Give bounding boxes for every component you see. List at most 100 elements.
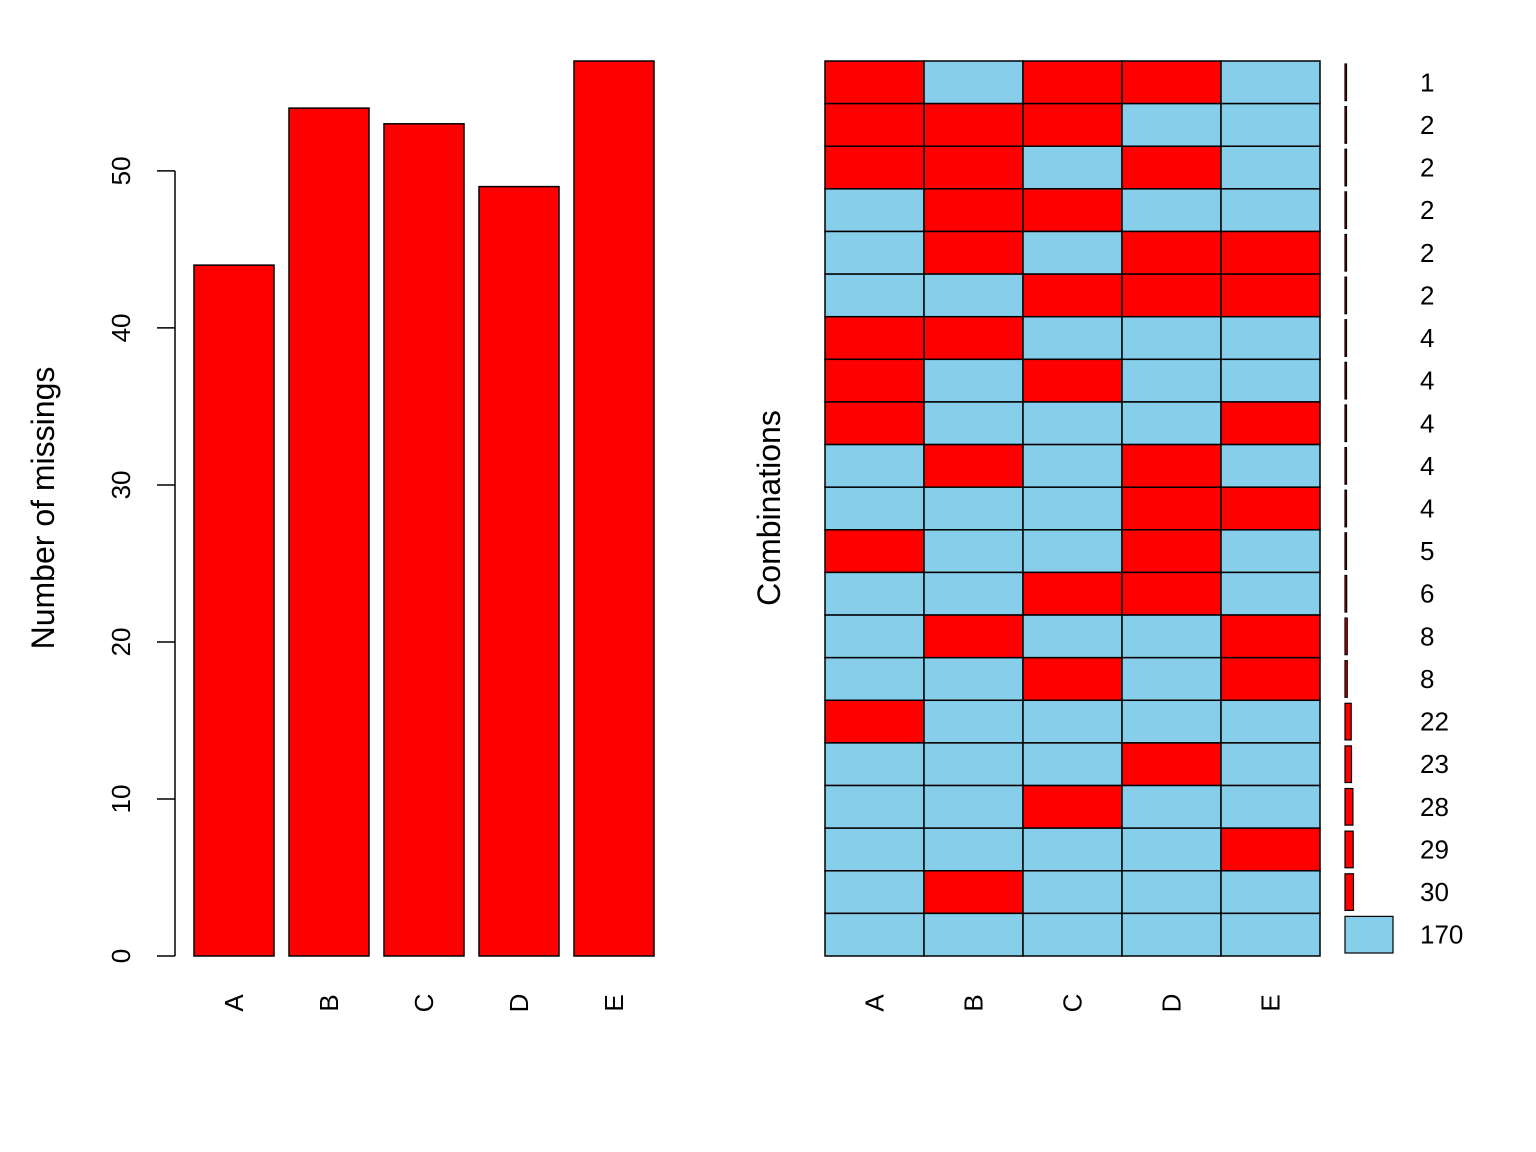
combination-cell [923,188,1024,233]
combination-count-label: 4 [1420,366,1434,396]
combination-cell [1121,912,1222,957]
combination-cell [1220,912,1321,957]
combination-cell [1022,443,1123,488]
bar-A [193,264,275,957]
combination-cell [923,699,1024,744]
combination-cell [1220,102,1321,147]
combination-cell [923,529,1024,574]
combination-cell [1022,315,1123,361]
combination-cell [923,230,1024,275]
combination-x-label: B [959,994,989,1011]
combination-cell [1220,614,1321,659]
combination-cell [824,230,925,275]
combination-x-label: D [1157,994,1187,1013]
combination-count-bar [1344,873,1355,911]
combination-cell [1022,145,1123,190]
bar-C [383,123,465,957]
combination-cell [1220,401,1321,446]
combination-cell [1022,60,1123,105]
combination-count-label: 4 [1420,408,1434,438]
combination-count-label: 23 [1420,749,1449,779]
combination-cell [1220,230,1321,275]
bar-x-label: E [599,994,629,1011]
bar-D [478,185,560,957]
combination-cell [923,827,1024,872]
combination-cell [824,571,925,616]
combination-cell [1121,656,1222,702]
bar-y-tick-label: 0 [106,949,136,963]
combination-cell [824,784,925,829]
combination-cell [824,827,925,872]
bar-x-label: B [314,994,344,1011]
combination-cell [923,742,1024,787]
combinations-y-axis-label: Combinations [751,410,787,606]
combination-cell [824,529,925,574]
combination-cell [1220,784,1321,829]
combination-cell [1220,742,1321,787]
combination-x-label: C [1058,994,1088,1013]
combination-cell [824,102,925,147]
combination-cell [1022,699,1123,744]
combination-cell [1121,443,1222,488]
combination-count-bar [1344,915,1394,954]
combination-count-bar [1344,148,1348,187]
combination-cell [923,145,1024,190]
combination-count-label: 30 [1420,877,1449,907]
combination-count-label: 2 [1420,110,1434,140]
combination-cell [923,273,1024,318]
combination-count-label: 6 [1420,579,1434,609]
combination-cell [1121,188,1222,233]
combination-count-label: 2 [1420,238,1434,268]
combination-count-bar [1344,276,1348,315]
combination-count-bars [1344,63,1394,954]
bar-y-tick-label: 50 [106,156,136,185]
combination-cell [824,188,925,233]
bar-x-labels: A B C D E [219,994,629,1013]
combination-cell [1022,273,1123,318]
combination-cell [1220,60,1321,105]
combination-cell [1022,614,1123,659]
combination-count-bar [1344,404,1348,443]
combination-cell [923,656,1024,702]
combination-cell [923,614,1024,659]
combination-count-label: 5 [1420,536,1434,566]
combination-count-label: 4 [1420,451,1434,481]
combination-cell [1121,102,1222,147]
combination-cell [923,401,1024,446]
combination-count-bar [1344,361,1348,400]
combination-cell [824,315,925,361]
combination-cell [1121,742,1222,787]
combination-cell [1022,486,1123,531]
combination-cell [1022,656,1123,702]
combination-cell [824,870,925,915]
bar-x-label: A [219,994,249,1012]
combination-cell [1022,529,1123,574]
combination-count-label: 4 [1420,494,1434,524]
combination-cell [1220,699,1321,744]
combination-cell [1022,188,1123,233]
combination-cell [1121,529,1222,574]
combination-cell [1022,742,1123,787]
combination-cell [923,870,1024,915]
combination-cell [1121,614,1222,659]
combination-count-bar [1344,106,1348,144]
combination-count-label: 22 [1420,707,1449,737]
bar-y-tick-label: 40 [106,313,136,342]
combination-cell [1121,315,1222,361]
combination-count-bar [1344,830,1354,869]
combination-cell [923,912,1024,957]
combination-cell [923,784,1024,829]
combination-count-bar [1344,233,1348,272]
combination-cell [824,656,925,702]
combination-x-labels: A B C D E [860,994,1286,1013]
combination-x-label: E [1256,994,1286,1011]
bar-y-tick-label: 30 [106,470,136,499]
bar-y-axis: 0 10 20 30 40 50 [106,156,176,963]
combination-cell [923,486,1024,531]
combination-count-bar [1344,319,1348,357]
combination-cell [824,912,925,957]
combination-cell [824,273,925,318]
combination-count-label: 1 [1420,67,1434,97]
